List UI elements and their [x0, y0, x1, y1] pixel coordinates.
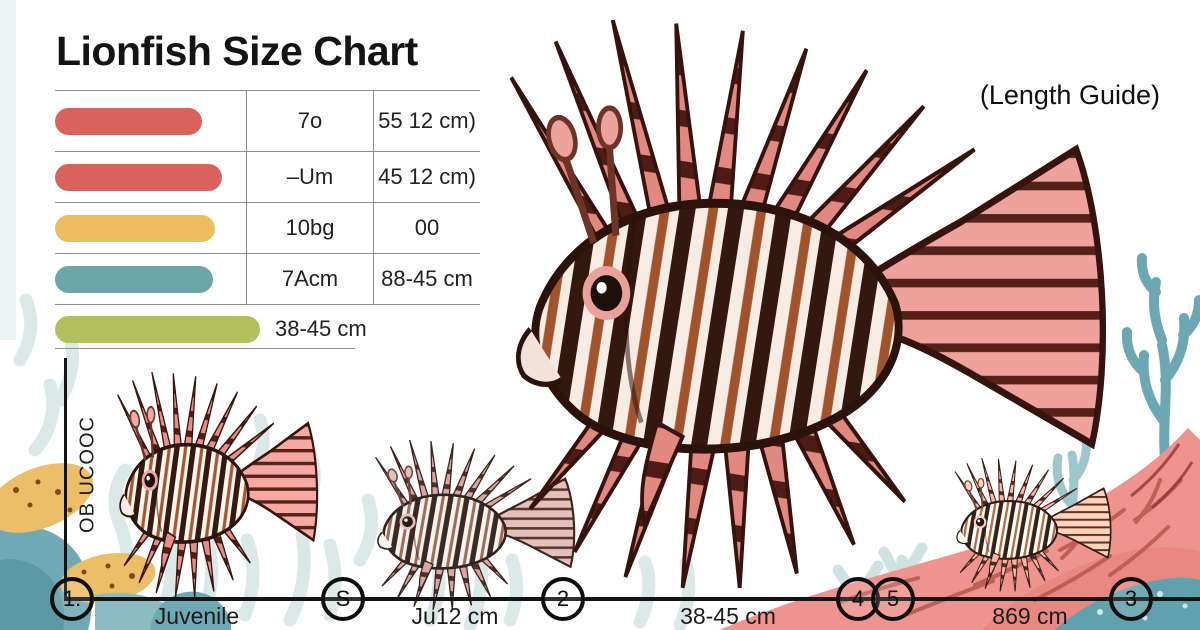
brown-lionfish-illustration — [953, 458, 1112, 593]
legend-table: 7o 55 12 cm) –Um 45 12 cm) 10bg 00 7Acm 88-45 c… — [55, 90, 480, 353]
axis-marker: 2 — [541, 577, 585, 621]
legend-label: –Um — [247, 152, 374, 202]
axis-marker: 3 — [1109, 577, 1153, 621]
axis-marker: 5 — [871, 577, 915, 621]
legend-bar — [55, 214, 215, 242]
axis-label: Ju12 cm — [411, 603, 499, 629]
legend-row: 38-45 cm — [55, 305, 480, 353]
axis-label: 869 cm — [992, 603, 1068, 629]
legend-table-rows: 7o 55 12 cm) –Um 45 12 cm) 10bg 00 7Acm 88-45 c… — [55, 91, 480, 353]
legend-row: 7o 55 12 cm) — [55, 91, 480, 152]
y-axis-line — [64, 358, 67, 599]
legend-table-underline — [55, 348, 355, 349]
legend-value: 00 — [414, 215, 440, 240]
legend-row: 10bg 00 — [55, 203, 480, 254]
staghorn-coral-right — [1121, 253, 1200, 485]
legend-label: 7Acm — [247, 254, 374, 304]
y-axis-label: OB UCOOC — [76, 416, 99, 533]
legend-row: –Um 45 12 cm) — [55, 152, 480, 203]
axis-marker: S — [321, 577, 365, 621]
legend-bar — [55, 315, 260, 343]
length-guide-label: (Length Guide) — [979, 80, 1160, 110]
legend-bar — [55, 163, 222, 191]
juvenile-lionfish-illustration — [115, 372, 319, 599]
legend-value: 45 12 cm) — [378, 164, 476, 189]
legend-bar — [55, 107, 202, 135]
legend-value: 88-45 cm — [381, 266, 473, 291]
legend-label: 10bg — [247, 203, 374, 253]
legend-label: 7o — [247, 91, 374, 151]
axis-label: Juvenile — [154, 603, 240, 629]
legend-label: 38-45 cm — [275, 316, 367, 341]
axis-label: 38-45 cm — [680, 603, 776, 629]
legend-bar — [55, 265, 213, 293]
legend-row: 7Acm 88-45 cm — [55, 254, 480, 305]
axis-marker: 1. — [50, 577, 94, 621]
x-axis-line — [64, 597, 1200, 601]
legend-value: 55 12 cm) — [378, 108, 476, 133]
page-title: Lionfish Size Chart — [56, 28, 418, 74]
